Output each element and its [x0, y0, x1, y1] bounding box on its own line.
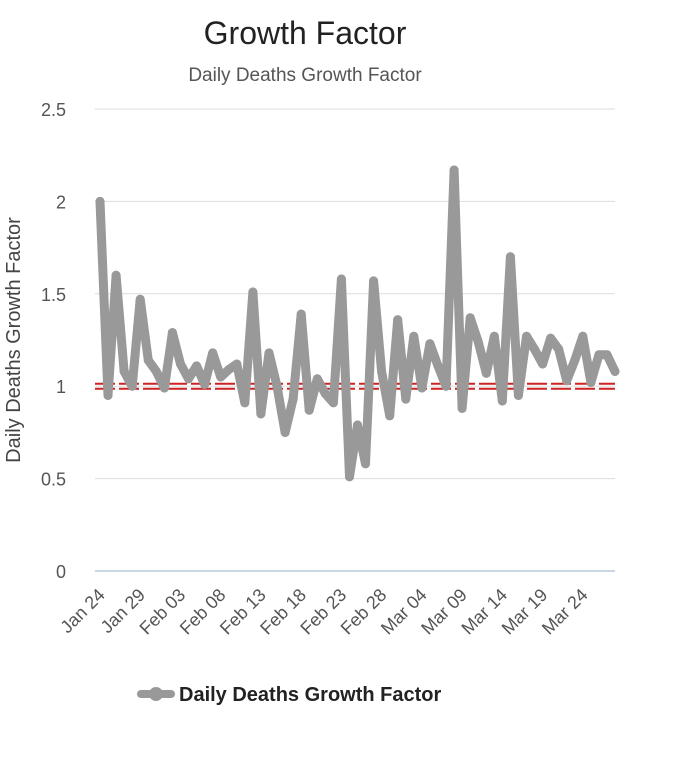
data-point	[554, 344, 564, 354]
series-layer	[95, 165, 620, 482]
data-point	[328, 398, 338, 408]
grid-lines	[95, 108, 615, 572]
y-tick-label: 2	[56, 192, 66, 212]
data-point	[393, 315, 403, 325]
data-point	[304, 405, 314, 415]
data-point	[425, 339, 435, 349]
legend[interactable]: Daily Deaths Growth Factor	[137, 684, 441, 706]
data-point	[594, 350, 604, 360]
x-tick-label: Mar 24	[538, 585, 592, 639]
data-point	[248, 287, 258, 297]
data-point	[522, 331, 531, 341]
data-point	[377, 366, 387, 376]
data-point	[345, 472, 354, 482]
data-point	[353, 420, 362, 430]
data-point	[216, 372, 226, 382]
y-tick-label: 1.5	[41, 285, 66, 305]
chart-title: Growth Factor	[204, 15, 407, 51]
y-tick-label: 2.5	[41, 100, 66, 120]
data-point	[176, 359, 185, 369]
data-point	[361, 459, 370, 469]
data-point	[473, 337, 483, 347]
y-tick-labels: 0 0.5 1 1.5 2 2.5	[41, 100, 66, 582]
chart-subtitle: Daily Deaths Growth Factor	[188, 65, 422, 86]
data-point	[385, 411, 395, 421]
data-point	[95, 196, 105, 206]
data-point	[562, 376, 572, 386]
data-point	[312, 374, 322, 384]
x-tick-label: Jan 24	[56, 585, 108, 637]
data-point	[151, 366, 161, 376]
data-point	[610, 366, 620, 376]
data-point	[167, 328, 177, 338]
y-tick-label: 0.5	[41, 470, 66, 490]
data-point	[441, 381, 451, 391]
reference-line	[95, 382, 615, 390]
data-point	[296, 309, 306, 319]
data-point	[232, 359, 242, 369]
data-point	[409, 331, 419, 341]
data-point	[586, 378, 596, 387]
data-point	[489, 331, 499, 341]
data-point	[143, 355, 153, 365]
y-tick-label: 1	[56, 377, 66, 397]
data-point	[530, 344, 539, 354]
data-point	[570, 355, 580, 365]
data-point	[578, 331, 588, 341]
data-point	[272, 381, 282, 391]
data-point	[401, 394, 411, 404]
legend-label: Daily Deaths Growth Factor	[179, 684, 441, 706]
data-point	[280, 427, 290, 437]
data-point	[264, 348, 274, 358]
data-point	[505, 252, 515, 262]
data-point	[192, 361, 202, 371]
y-tick-label: 0	[56, 562, 66, 582]
data-point	[159, 383, 169, 393]
data-point	[538, 359, 548, 369]
data-point	[240, 398, 250, 408]
data-point	[320, 389, 330, 399]
data-point	[449, 165, 459, 175]
data-point	[465, 313, 475, 323]
data-point	[457, 403, 467, 413]
data-point	[103, 390, 113, 400]
data-point	[184, 374, 193, 384]
data-point	[336, 274, 346, 284]
data-point	[208, 348, 218, 358]
data-point	[111, 270, 121, 280]
data-point	[513, 390, 523, 400]
data-point	[200, 379, 210, 389]
data-point	[602, 350, 612, 360]
y-axis-label: Daily Deaths Growth Factor	[3, 217, 25, 463]
data-point	[369, 276, 379, 286]
data-point	[546, 333, 556, 343]
data-point	[224, 365, 234, 375]
data-point	[119, 366, 129, 376]
legend-marker-icon	[149, 687, 163, 701]
data-point	[497, 396, 507, 406]
data-point	[127, 381, 137, 391]
data-point	[433, 361, 443, 371]
data-point	[481, 368, 491, 378]
data-point	[135, 294, 145, 304]
data-point	[256, 409, 266, 419]
series-line	[95, 165, 620, 482]
data-point	[288, 394, 298, 404]
data-point	[417, 383, 427, 393]
